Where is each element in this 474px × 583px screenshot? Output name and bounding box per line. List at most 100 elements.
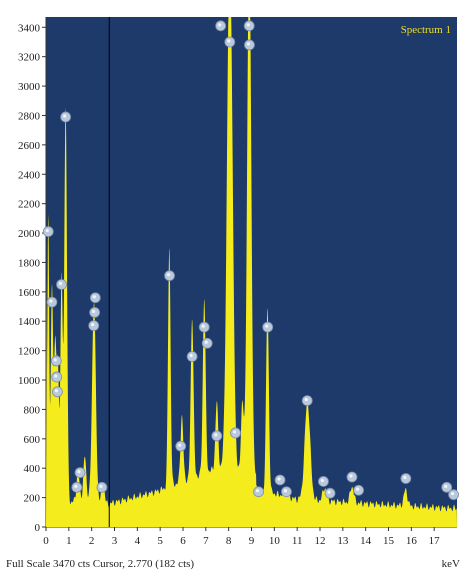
peak-marker bbox=[215, 20, 227, 32]
peak-marker-highlight bbox=[49, 299, 53, 303]
x-tick-label: 17 bbox=[429, 535, 441, 547]
peak-marker-highlight bbox=[92, 309, 96, 314]
peak-marker-highlight bbox=[77, 470, 81, 474]
x-tick-label: 11 bbox=[292, 535, 303, 547]
peak-marker-highlight bbox=[166, 273, 171, 277]
peak-marker bbox=[253, 486, 264, 498]
y-tick-label: 3200 bbox=[18, 52, 41, 64]
peak-marker bbox=[274, 474, 286, 486]
peak-marker-highlight bbox=[283, 489, 288, 493]
peak-marker-highlight bbox=[355, 487, 360, 491]
peak-marker-highlight bbox=[63, 114, 67, 118]
peak-marker bbox=[301, 395, 313, 407]
x-tick-label: 12 bbox=[315, 535, 326, 547]
peak-marker-highlight bbox=[349, 474, 353, 478]
status-readout: Full Scale 3470 cts Cursor, 2.770 (182 c… bbox=[6, 558, 195, 570]
peak-marker bbox=[230, 427, 241, 439]
peak-marker-highlight bbox=[265, 324, 269, 328]
peak-marker-highlight bbox=[304, 398, 308, 402]
peak-marker bbox=[46, 296, 58, 308]
x-tick-label: 2 bbox=[89, 535, 95, 547]
peak-marker bbox=[324, 487, 336, 499]
x-tick-label: 1 bbox=[66, 535, 72, 547]
peak-marker bbox=[89, 292, 101, 304]
x-tick-label: 3 bbox=[112, 535, 118, 547]
peak-marker-highlight bbox=[74, 484, 78, 488]
x-tick-label: 4 bbox=[135, 535, 141, 547]
peak-marker-highlight bbox=[450, 492, 455, 496]
x-tick-label: 15 bbox=[383, 535, 395, 547]
y-tick-label: 600 bbox=[24, 434, 41, 446]
x-tick-label: 14 bbox=[360, 535, 372, 547]
peak-marker bbox=[186, 351, 198, 362]
peak-marker bbox=[448, 489, 459, 501]
peak-marker-highlight bbox=[320, 478, 325, 483]
peak-marker bbox=[51, 371, 63, 383]
y-tick-label: 200 bbox=[24, 493, 41, 505]
peak-marker-highlight bbox=[204, 340, 208, 344]
peak-marker bbox=[281, 486, 292, 498]
peak-marker bbox=[56, 279, 67, 290]
legend-spectrum-1: Spectrum 1 bbox=[401, 24, 451, 36]
peak-marker bbox=[346, 471, 358, 483]
peak-marker-highlight bbox=[232, 430, 237, 434]
y-tick-label: 800 bbox=[24, 404, 41, 416]
peak-marker bbox=[211, 430, 223, 442]
peak-marker bbox=[353, 484, 364, 496]
y-tick-label: 400 bbox=[24, 463, 41, 475]
peak-marker-highlight bbox=[246, 23, 250, 27]
spectrum-area bbox=[46, 17, 457, 527]
x-tick-label: 16 bbox=[406, 535, 418, 547]
x-tick-label: 8 bbox=[226, 535, 232, 547]
y-tick-label: 1400 bbox=[18, 316, 41, 328]
y-tick-label: 1000 bbox=[18, 375, 41, 387]
y-tick-label: 1600 bbox=[18, 287, 41, 299]
x-tick-label: 13 bbox=[337, 535, 349, 547]
peak-marker bbox=[441, 481, 453, 493]
x-axis: 0 1 2 3 4 5 6 7 8 9 10 11 12 13 14 15 16 17 bbox=[43, 526, 457, 547]
peak-marker-highlight bbox=[201, 324, 205, 328]
peak-marker bbox=[42, 226, 54, 237]
peak-marker bbox=[243, 20, 255, 32]
peak-marker-highlight bbox=[403, 475, 407, 480]
y-tick-label: 2800 bbox=[18, 110, 41, 122]
x-tick-label: 9 bbox=[249, 535, 255, 547]
x-tick-label: 5 bbox=[157, 535, 163, 547]
peak-marker bbox=[74, 467, 86, 479]
peak-marker-highlight bbox=[53, 358, 57, 362]
peak-marker bbox=[89, 307, 101, 318]
x-tick-label: 0 bbox=[43, 535, 49, 547]
peak-marker-highlight bbox=[99, 484, 103, 488]
peak-marker-highlight bbox=[189, 353, 193, 358]
peak-marker bbox=[244, 39, 255, 51]
y-tick-label: 3400 bbox=[18, 22, 41, 34]
peak-marker-highlight bbox=[444, 484, 448, 488]
y-tick-label: 3000 bbox=[18, 81, 41, 93]
peak-marker-highlight bbox=[246, 42, 251, 46]
peak-marker bbox=[175, 440, 187, 452]
x-tick-label: 10 bbox=[269, 535, 281, 547]
peak-marker bbox=[318, 476, 329, 487]
y-tick-label: 2200 bbox=[18, 199, 41, 211]
peak-marker-highlight bbox=[58, 281, 63, 286]
peak-marker bbox=[400, 473, 412, 484]
peak-marker-highlight bbox=[227, 39, 231, 43]
peak-marker bbox=[71, 481, 83, 493]
x-tick-label: 6 bbox=[180, 535, 186, 547]
y-tick-label: 2000 bbox=[18, 228, 41, 240]
y-tick-label: 2600 bbox=[18, 140, 41, 152]
peak-marker-highlight bbox=[91, 323, 95, 327]
peak-marker bbox=[198, 321, 210, 333]
peak-marker bbox=[262, 321, 274, 333]
peak-marker-highlight bbox=[92, 295, 96, 299]
peak-marker bbox=[50, 355, 62, 367]
x-axis-unit-label: keV bbox=[441, 558, 460, 570]
y-axis: 0 200 400 600 800 1000 1200 1400 1600 1800 2000 220… bbox=[18, 17, 47, 534]
peak-marker bbox=[224, 36, 236, 48]
peak-marker-highlight bbox=[277, 477, 281, 481]
x-tick-label: 7 bbox=[203, 535, 209, 547]
peak-marker-highlight bbox=[327, 490, 331, 494]
y-tick-label: 1200 bbox=[18, 346, 41, 358]
y-tick-label: 0 bbox=[35, 522, 41, 534]
